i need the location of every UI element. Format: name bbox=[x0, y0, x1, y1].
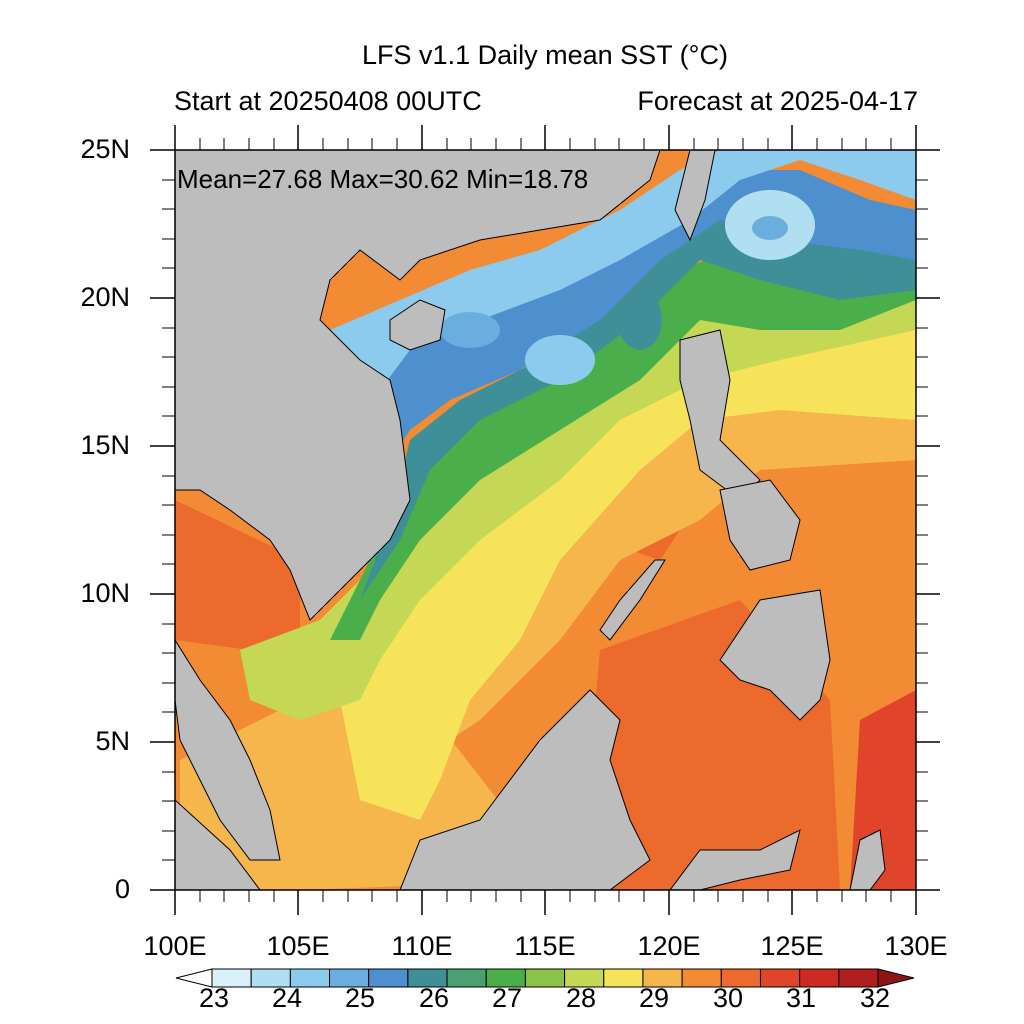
colorbar-label-25: 25 bbox=[344, 983, 376, 1013]
land-sumatra bbox=[175, 799, 261, 890]
colorbar-label-23: 23 bbox=[198, 983, 230, 1013]
lon-ticks bbox=[174, 125, 917, 915]
land-taiwan bbox=[674, 150, 716, 242]
map-title: LFS v1.1 Daily mean SST (°C) bbox=[362, 40, 728, 70]
sst-eddy-core bbox=[752, 216, 788, 240]
sst-eddy-west bbox=[525, 335, 595, 385]
lon-label-100e: 100E bbox=[143, 931, 207, 961]
land-halmahera bbox=[849, 829, 886, 890]
stats-label: Mean=27.68 Max=30.62 Min=18.78 bbox=[177, 164, 589, 194]
sst-eddy-hainan bbox=[440, 312, 500, 348]
sst-zone-cold bbox=[330, 150, 916, 390]
colorbar-label-29: 29 bbox=[638, 983, 670, 1013]
lon-label-110e: 110E bbox=[391, 931, 453, 961]
colorbar bbox=[175, 968, 915, 988]
lon-label-130e: 130E bbox=[884, 931, 948, 961]
lon-minor-ticks bbox=[199, 138, 892, 902]
land-mainland-asia bbox=[175, 150, 661, 621]
colorbar-label-27: 27 bbox=[491, 983, 523, 1013]
land-borneo bbox=[399, 689, 651, 890]
lat-ticks bbox=[150, 149, 940, 891]
lat-label-15n: 15N bbox=[80, 430, 130, 460]
lon-label-120e: 120E bbox=[637, 931, 701, 961]
lat-label-0: 0 bbox=[114, 874, 130, 904]
forecast-time-label: Forecast at 2025-04-17 bbox=[637, 86, 918, 116]
lon-label-115e: 115E bbox=[514, 931, 576, 961]
colorbar-label-31: 31 bbox=[785, 983, 817, 1013]
land-sulawesi bbox=[669, 829, 801, 890]
lat-minor-ticks bbox=[162, 179, 928, 861]
sst-zone-yellow bbox=[340, 320, 916, 820]
lat-label-25n: 25N bbox=[80, 134, 130, 164]
land-visayas bbox=[719, 479, 801, 571]
sst-eddy-luzon-strait bbox=[618, 290, 662, 350]
colorbar-label-24: 24 bbox=[271, 983, 303, 1013]
start-time-label: Start at 20250408 00UTC bbox=[174, 86, 482, 116]
lat-label-10n: 10N bbox=[80, 578, 130, 608]
sst-zone-lightgreen bbox=[240, 290, 916, 720]
land-mindanao bbox=[719, 589, 831, 721]
land-palawan bbox=[599, 559, 666, 641]
lat-label-20n: 20N bbox=[80, 282, 130, 312]
lat-label-5n: 5N bbox=[95, 726, 130, 756]
lon-label-105e: 105E bbox=[266, 931, 330, 961]
colorbar-label-30: 30 bbox=[712, 983, 744, 1013]
colorbar-label-32: 32 bbox=[859, 983, 891, 1013]
land-malay-peninsula bbox=[175, 639, 281, 861]
land-hainan bbox=[389, 299, 446, 351]
colorbar-label-28: 28 bbox=[565, 983, 597, 1013]
colorbar-max-arrow bbox=[877, 968, 915, 988]
lon-label-125e: 125E bbox=[760, 931, 824, 961]
colorbar-label-26: 26 bbox=[418, 983, 450, 1013]
sst-zone-andaman bbox=[175, 500, 300, 650]
